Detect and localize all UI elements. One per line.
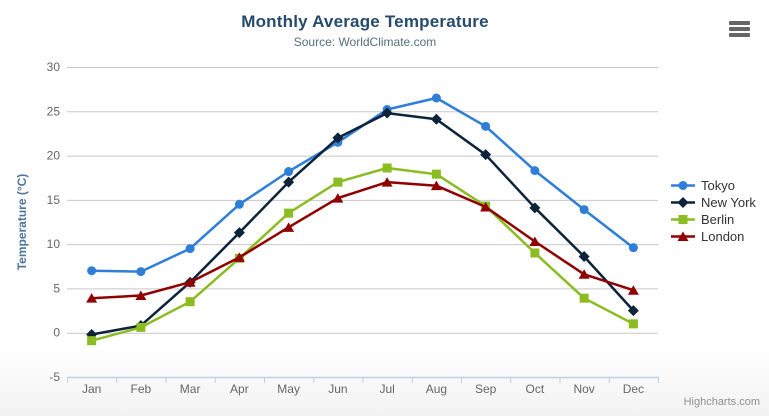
point-london-may[interactable]	[283, 222, 295, 232]
point-tokyo-apr[interactable]	[234, 199, 244, 209]
point-tokyo-sep[interactable]	[481, 121, 491, 131]
point-berlin-oct[interactable]	[530, 248, 540, 258]
x-axis-label: Sep	[475, 382, 497, 396]
x-axis-label: Jul	[379, 382, 394, 396]
point-london-nov[interactable]	[578, 269, 590, 279]
x-axis-label: Mar	[180, 382, 201, 396]
point-berlin-feb[interactable]	[136, 322, 146, 332]
point-london-jun[interactable]	[332, 193, 344, 203]
point-tokyo-feb[interactable]	[136, 267, 146, 277]
y-axis-label: 5	[53, 281, 60, 295]
x-axis-label: May	[277, 382, 300, 396]
point-new-york-nov[interactable]	[578, 251, 590, 263]
hamburger-menu-icon	[729, 27, 750, 31]
point-new-york-jun[interactable]	[332, 132, 344, 144]
x-axis-label: Feb	[131, 382, 152, 396]
point-tokyo-oct[interactable]	[530, 166, 540, 176]
triangle-legend-marker-icon	[671, 231, 695, 241]
point-berlin-may[interactable]	[284, 208, 294, 218]
legend-item-label: Berlin	[701, 212, 735, 227]
series-line-berlin[interactable]	[90, 166, 635, 342]
x-axis-label: Jan	[82, 382, 101, 396]
point-london-oct[interactable]	[529, 236, 541, 246]
point-tokyo-mar[interactable]	[185, 244, 195, 254]
y-axis-title: Temperature (°C)	[15, 174, 29, 271]
point-new-york-may[interactable]	[283, 176, 295, 188]
y-axis-label: -5	[49, 370, 60, 384]
y-axis-label: 25	[47, 104, 61, 118]
point-new-york-jul[interactable]	[381, 107, 393, 119]
series-new-york[interactable]	[86, 107, 639, 340]
chart-title: Monthly Average Temperature	[241, 12, 489, 31]
legend-item-new-york[interactable]: New York	[670, 194, 756, 211]
credits-link[interactable]: Highcharts.com	[683, 396, 760, 408]
legend-item-label: Tokyo	[701, 178, 735, 193]
point-london-jul[interactable]	[381, 177, 393, 187]
x-axis-label: Oct	[526, 382, 545, 396]
point-berlin-jul[interactable]	[382, 163, 392, 173]
point-berlin-mar[interactable]	[185, 297, 195, 307]
x-axis-label: Jun	[328, 382, 347, 396]
point-london-jan[interactable]	[86, 293, 98, 303]
diamond-legend-marker-icon	[671, 197, 695, 208]
y-axis-label: 20	[47, 149, 61, 163]
series-line-london[interactable]	[90, 180, 635, 300]
legend-item-london[interactable]: London	[670, 228, 756, 245]
point-berlin-jan[interactable]	[87, 336, 97, 346]
y-axis-label: 15	[47, 193, 61, 207]
point-new-york-apr[interactable]	[233, 227, 245, 239]
legend: Tokyo New York Berlin London	[670, 177, 756, 245]
point-tokyo-dec[interactable]	[628, 243, 638, 253]
y-axis-label: 0	[53, 326, 60, 340]
square-icon	[678, 215, 688, 224]
series-line-tokyo[interactable]	[90, 96, 635, 273]
series-line-new-york[interactable]	[90, 111, 635, 336]
point-berlin-jun[interactable]	[333, 177, 343, 187]
x-axis-label: Nov	[573, 382, 594, 396]
point-berlin-dec[interactable]	[628, 319, 638, 329]
series-tokyo[interactable]	[87, 93, 638, 277]
point-berlin-nov[interactable]	[579, 293, 589, 303]
point-new-york-sep[interactable]	[480, 149, 492, 161]
point-new-york-dec[interactable]	[627, 305, 639, 317]
point-berlin-aug[interactable]	[431, 169, 441, 179]
point-tokyo-nov[interactable]	[579, 205, 589, 215]
point-london-aug[interactable]	[430, 180, 442, 191]
y-axis-label: 10	[47, 237, 61, 251]
hamburger-menu-icon	[729, 33, 750, 37]
legend-item-label: New York	[701, 195, 756, 210]
triangle-icon	[677, 231, 689, 241]
point-new-york-aug[interactable]	[430, 113, 442, 125]
legend-item-berlin[interactable]: Berlin	[670, 211, 756, 228]
circle-legend-marker-icon	[671, 181, 695, 190]
point-london-apr[interactable]	[233, 252, 245, 262]
series-london[interactable]	[86, 177, 639, 303]
x-axis-label: Apr	[230, 382, 249, 396]
legend-item-tokyo[interactable]: Tokyo	[670, 177, 756, 194]
x-axis-label: Dec	[623, 382, 644, 396]
point-new-york-oct[interactable]	[529, 202, 541, 214]
legend-item-label: London	[701, 229, 745, 244]
y-axis-label: 30	[47, 60, 61, 74]
point-london-dec[interactable]	[627, 285, 639, 295]
point-london-sep[interactable]	[480, 201, 492, 212]
point-london-feb[interactable]	[135, 290, 147, 301]
square-legend-marker-icon	[671, 215, 695, 224]
x-axis-label: Aug	[426, 382, 447, 396]
point-london-mar[interactable]	[184, 277, 196, 287]
export-menu-button[interactable]	[729, 21, 750, 37]
point-tokyo-may[interactable]	[284, 167, 294, 177]
chart-subtitle: Source: WorldClimate.com	[293, 35, 437, 49]
point-tokyo-aug[interactable]	[431, 93, 441, 103]
point-tokyo-jan[interactable]	[87, 266, 97, 276]
circle-icon	[678, 181, 688, 190]
hamburger-menu-icon	[729, 21, 750, 25]
diamond-icon	[677, 197, 689, 208]
